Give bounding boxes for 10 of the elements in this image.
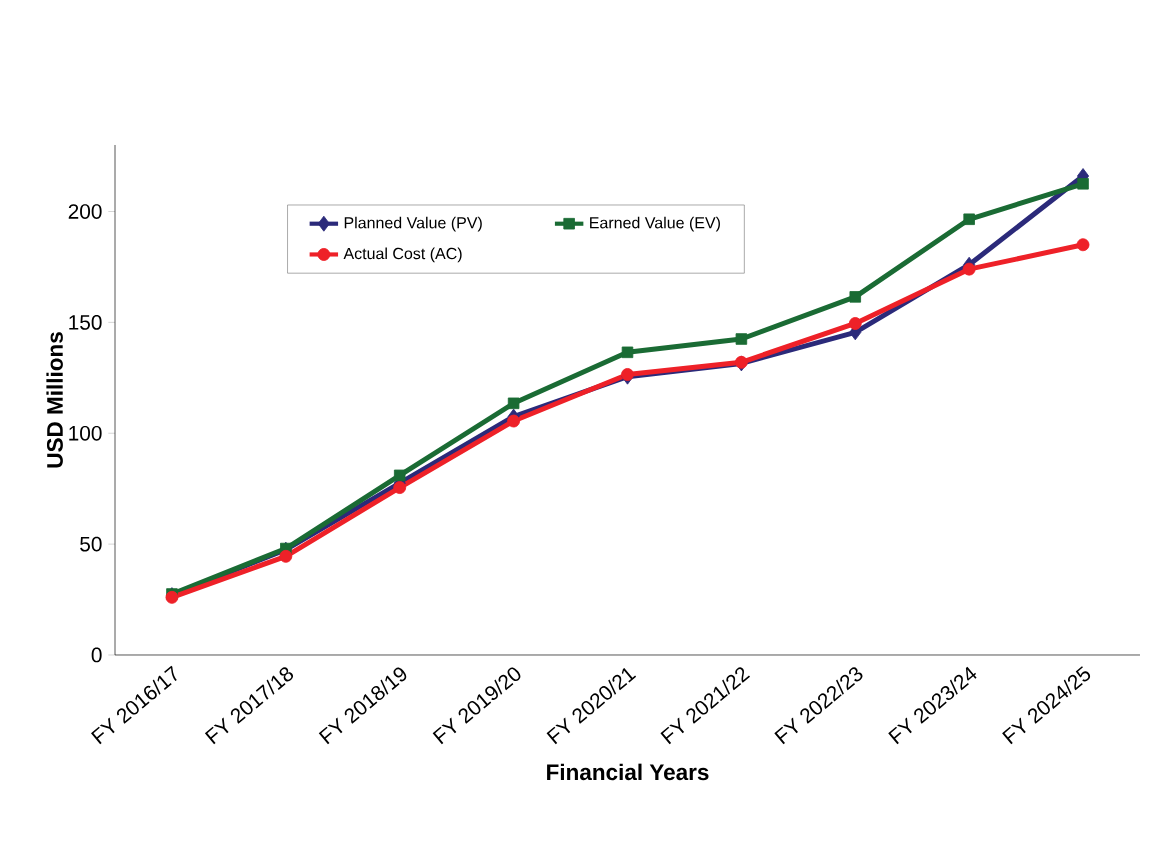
y-tick-label: 0 bbox=[91, 647, 102, 663]
y-tick-label: 200 bbox=[68, 204, 102, 219]
y-tick-label: 150 bbox=[69, 315, 102, 330]
legend-label: Planned Value (PV) bbox=[344, 216, 482, 232]
y-tick-label: 50 bbox=[80, 536, 102, 552]
x-axis-title: Financial Years bbox=[547, 763, 709, 781]
y-axis-title: USD Millions bbox=[46, 332, 63, 468]
y-tick-label: 100 bbox=[69, 425, 102, 441]
legend-label: Actual Cost (AC) bbox=[343, 247, 462, 263]
legend-label: Earned Value (EV) bbox=[590, 216, 720, 232]
